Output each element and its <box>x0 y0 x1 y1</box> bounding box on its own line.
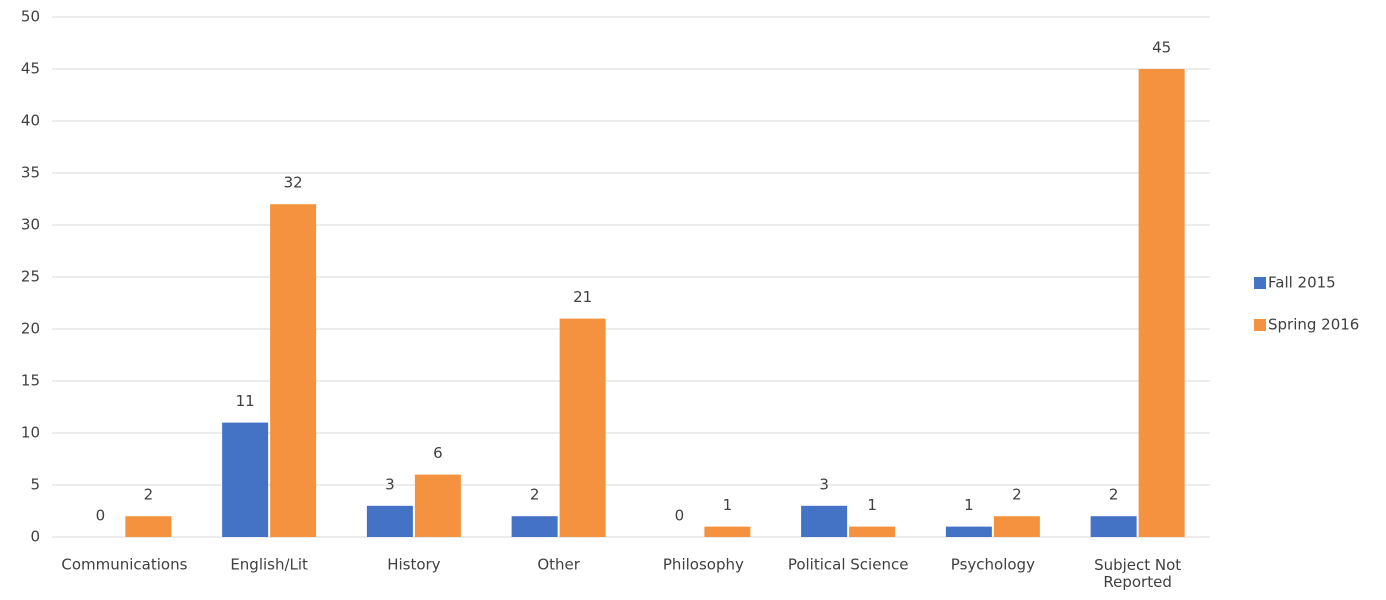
bar <box>1090 516 1137 537</box>
bar <box>704 526 751 537</box>
data-label: 21 <box>573 288 592 306</box>
data-label: 32 <box>284 174 303 192</box>
x-tick-label: Other <box>537 556 580 574</box>
data-label: 0 <box>675 507 685 525</box>
legend-label: Fall 2015 <box>1268 274 1336 292</box>
data-label: 0 <box>96 507 106 525</box>
y-tick-label: 10 <box>21 424 40 442</box>
y-tick-label: 25 <box>21 268 40 286</box>
legend-swatch <box>1254 319 1266 331</box>
data-label: 1 <box>964 496 974 514</box>
y-tick-label: 45 <box>21 60 40 78</box>
x-tick-label: History <box>387 556 440 574</box>
bar <box>849 526 896 537</box>
y-tick-label: 35 <box>21 164 40 182</box>
data-label: 1 <box>867 496 877 514</box>
x-tick-label: Psychology <box>951 556 1035 574</box>
bar <box>366 505 413 537</box>
x-tick-label: Political Science <box>788 556 909 574</box>
y-tick-label: 15 <box>21 372 40 390</box>
legend-label: Spring 2016 <box>1268 316 1359 334</box>
bar <box>414 474 461 537</box>
y-tick-label: 0 <box>30 528 40 546</box>
bar <box>511 516 558 537</box>
x-tick-label: English/Lit <box>230 556 308 574</box>
data-label: 3 <box>819 475 829 493</box>
data-label: 6 <box>433 444 443 462</box>
legend-swatch <box>1254 277 1266 289</box>
bar <box>125 516 172 537</box>
data-label: 2 <box>144 486 154 504</box>
x-tick-label: Communications <box>61 556 187 574</box>
bar <box>945 526 992 537</box>
data-label: 2 <box>530 486 540 504</box>
bar <box>1138 69 1185 537</box>
bar <box>801 505 848 537</box>
data-label: 2 <box>1109 486 1119 504</box>
x-tick-label: Philosophy <box>663 556 744 574</box>
y-tick-label: 30 <box>21 216 40 234</box>
data-label: 11 <box>236 392 255 410</box>
bar <box>270 204 317 537</box>
y-tick-label: 40 <box>21 112 40 130</box>
bar <box>993 516 1040 537</box>
data-label: 2 <box>1012 486 1022 504</box>
y-tick-label: 5 <box>30 476 40 494</box>
x-tick-label: Subject Not Reported <box>1094 556 1181 591</box>
bar <box>559 318 606 537</box>
y-tick-label: 50 <box>21 8 40 26</box>
y-tick-label: 20 <box>21 320 40 338</box>
data-label: 1 <box>723 496 733 514</box>
data-label: 45 <box>1152 39 1171 57</box>
bar <box>222 422 269 537</box>
data-label: 3 <box>385 475 395 493</box>
